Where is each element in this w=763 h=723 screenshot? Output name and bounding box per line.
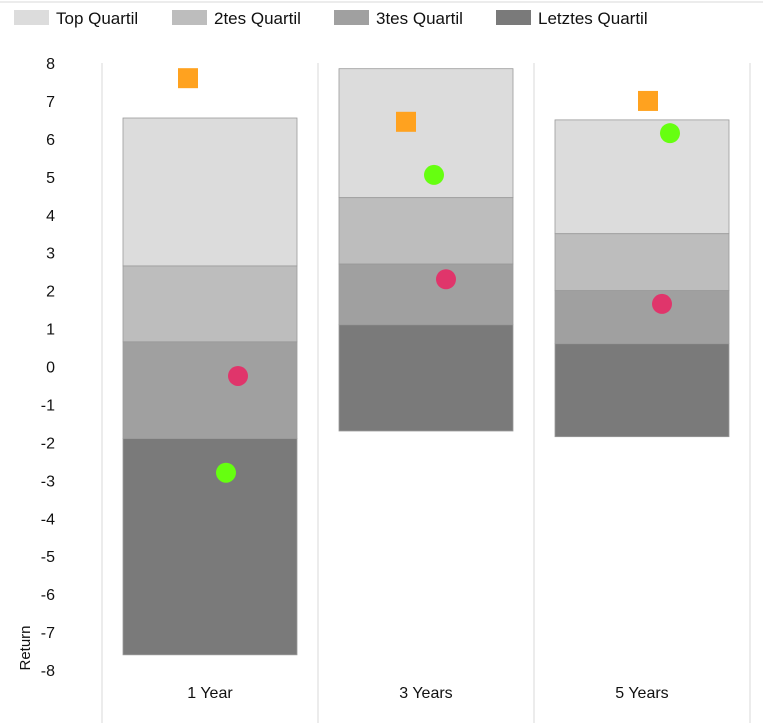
y-tick-label: -2 [41, 435, 55, 452]
marker-circle [216, 462, 236, 483]
bar-segment [122, 341, 298, 439]
bar-segment [122, 265, 298, 343]
y-tick-label: 3 [46, 246, 55, 263]
y-tick-label: -7 [41, 625, 55, 642]
y-tick-label: -6 [41, 587, 55, 604]
markers [178, 68, 680, 483]
y-tick-label: 0 [46, 360, 55, 377]
y-tick-label: 7 [46, 94, 55, 111]
y-tick-label: -5 [41, 549, 55, 566]
legend-label: 3tes Quartil [376, 9, 463, 28]
y-tick-label: 6 [46, 132, 55, 149]
y-tick-label: 8 [46, 56, 55, 73]
bar-segment [554, 290, 730, 345]
bar-segment [122, 438, 298, 656]
y-tick-label: 2 [46, 284, 55, 301]
y-tick-label: -3 [41, 473, 55, 490]
x-axis-categories: 1 Year 3 Years 5 Years [187, 685, 668, 702]
y-tick-label: 1 [46, 322, 55, 339]
x-category-label: 5 Years [615, 685, 668, 702]
legend-label: Top Quartil [56, 9, 138, 28]
y-tick-label: -8 [41, 663, 55, 680]
marker-circle [436, 269, 456, 290]
legend: Top Quartil 2tes Quartil 3tes Quartil Letzt… [0, 1, 763, 28]
bar-segment [554, 343, 730, 438]
x-category-label: 1 Year [187, 685, 233, 702]
bar-segment [338, 197, 514, 265]
marker-circle [228, 365, 248, 386]
y-tick-label: -4 [41, 511, 55, 528]
bars [122, 68, 730, 656]
marker-square [178, 68, 198, 89]
marker-circle [660, 123, 680, 144]
y-tick-label: 5 [46, 170, 55, 187]
marker-square [396, 111, 416, 132]
legend-label: Letztes Quartil [538, 9, 648, 28]
x-category-label: 3 Years [399, 685, 452, 702]
legend-swatch [14, 10, 49, 25]
y-axis-label: Return [17, 625, 34, 670]
bar-segment [122, 117, 298, 267]
marker-circle [424, 164, 444, 185]
marker-circle [652, 293, 672, 314]
legend-label: 2tes Quartil [214, 9, 301, 28]
y-axis-ticks: 8 7 6 5 4 3 2 1 0 -1 -2 -3 -4 -5 -6 -7 -8 [41, 56, 55, 680]
bar-segment [554, 119, 730, 235]
bar-segment [338, 263, 514, 326]
y-tick-label: 4 [46, 208, 55, 225]
marker-square [638, 90, 658, 111]
legend-swatch [172, 10, 207, 25]
y-tick-label: -1 [41, 397, 55, 414]
legend-swatch [334, 10, 369, 25]
bar-segment [338, 324, 514, 432]
legend-swatch [496, 10, 531, 25]
gridlines [101, 63, 751, 723]
bar-segment [554, 233, 730, 292]
